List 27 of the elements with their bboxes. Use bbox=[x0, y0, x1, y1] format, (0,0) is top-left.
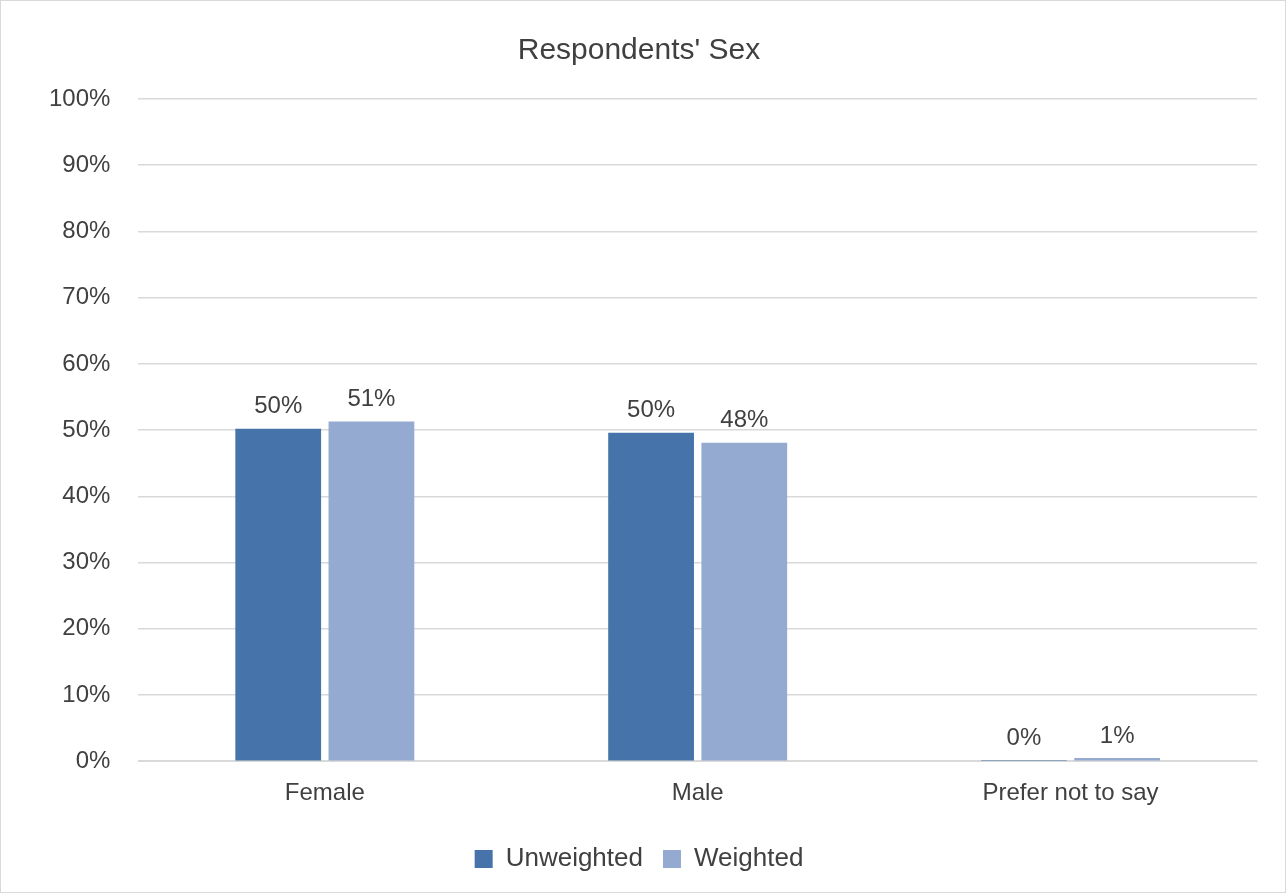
y-tick-label: 100% bbox=[48, 83, 111, 111]
x-tick-label: Male bbox=[671, 778, 724, 806]
y-tick-label: 50% bbox=[62, 414, 111, 442]
data-label: 50% bbox=[254, 391, 303, 419]
chart-title: Respondents' Sex bbox=[517, 32, 761, 66]
data-label: 0% bbox=[1006, 722, 1042, 750]
bar bbox=[328, 421, 415, 761]
bar bbox=[235, 428, 322, 761]
y-tick-label: 60% bbox=[62, 348, 111, 376]
data-label: 1% bbox=[1099, 720, 1135, 748]
y-tick-label: 30% bbox=[62, 547, 111, 575]
data-label: 48% bbox=[720, 405, 769, 433]
y-tick-label: 80% bbox=[62, 216, 111, 244]
data-label: 50% bbox=[627, 395, 676, 423]
legend-label: Weighted bbox=[693, 842, 804, 873]
y-tick-label: 20% bbox=[62, 613, 111, 641]
x-tick-label: Female bbox=[284, 778, 365, 806]
y-tick-label: 0% bbox=[75, 745, 111, 773]
y-tick-label: 10% bbox=[62, 679, 111, 707]
bar bbox=[701, 442, 788, 761]
y-tick-label: 70% bbox=[62, 282, 111, 310]
y-tick-label: 40% bbox=[62, 480, 111, 508]
x-tick-label: Prefer not to say bbox=[982, 778, 1159, 806]
bar bbox=[608, 432, 694, 761]
legend-label: Unweighted bbox=[505, 842, 643, 873]
y-tick-label: 90% bbox=[62, 149, 111, 177]
data-label: 51% bbox=[347, 384, 396, 412]
